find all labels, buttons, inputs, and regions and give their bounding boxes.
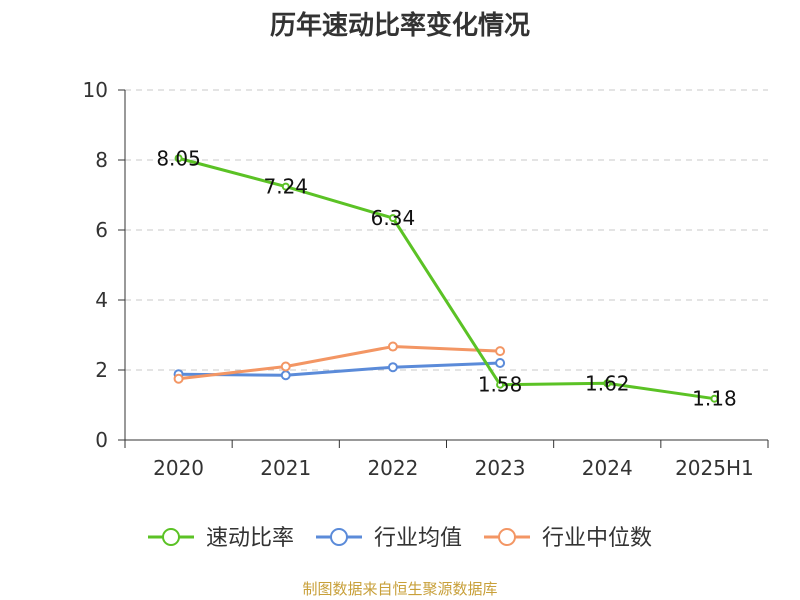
chart-title: 历年速动比率变化情况: [270, 10, 530, 41]
x-tick-label: 2025H1: [675, 456, 754, 480]
data-point: [173, 373, 184, 384]
x-tick-label: 2023: [475, 456, 526, 480]
data-label: 1.18: [692, 387, 737, 411]
data-label: 6.34: [371, 206, 416, 230]
y-tick-label: 4: [95, 288, 108, 312]
series-line: [178, 345, 501, 381]
legend-item[interactable]: 速动比率: [148, 526, 294, 551]
data-label: 1.62: [585, 371, 630, 395]
legend-marker: [162, 528, 180, 546]
data-point: [174, 154, 183, 163]
data-point: [388, 214, 397, 223]
legend-item[interactable]: 行业中位数: [484, 526, 652, 551]
data-point: [387, 362, 398, 373]
series: [173, 154, 719, 403]
data-label: 1.58: [478, 373, 523, 397]
y-tick-label: 2: [95, 358, 108, 382]
data-point: [387, 341, 398, 352]
legend-marker: [330, 528, 348, 546]
legend-label: 行业中位数: [542, 526, 652, 551]
x-tick-label: 2024: [582, 456, 633, 480]
series-line: [178, 156, 715, 401]
data-point: [496, 380, 505, 389]
data-point: [495, 346, 506, 357]
y-tick-label: 6: [95, 218, 108, 242]
x-tick-label: 2021: [260, 456, 311, 480]
data-point: [281, 182, 290, 191]
data-point: [710, 394, 719, 403]
data-point: [280, 361, 291, 372]
legend: 速动比率 行业均值 行业中位数: [148, 526, 652, 551]
y-tick-label: 10: [83, 78, 108, 102]
legend-label: 行业均值: [374, 526, 462, 551]
y-tick-label: 0: [95, 428, 108, 452]
source-note: 制图数据来自恒生聚源数据库: [302, 580, 497, 598]
y-tick-label: 8: [95, 148, 108, 172]
grid: [125, 89, 768, 371]
data-label: 7.24: [263, 175, 308, 199]
data-labels: 8.05 7.24 6.34 1.58 1.62 1.18: [156, 146, 736, 410]
data-label: 8.05: [156, 146, 201, 170]
legend-label: 速动比率: [206, 526, 294, 551]
data-point: [280, 370, 291, 381]
legend-item[interactable]: 行业均值: [316, 526, 462, 551]
axes: 0 2 4 6 8 10 2020 2021 2022 2023 2024 2025H1: [83, 78, 769, 480]
series-line: [178, 361, 501, 377]
data-point: [495, 358, 506, 368]
x-tick-label: 2022: [367, 456, 418, 480]
data-point: [603, 379, 612, 388]
x-tick-label: 2020: [153, 456, 204, 480]
legend-marker: [498, 528, 516, 546]
